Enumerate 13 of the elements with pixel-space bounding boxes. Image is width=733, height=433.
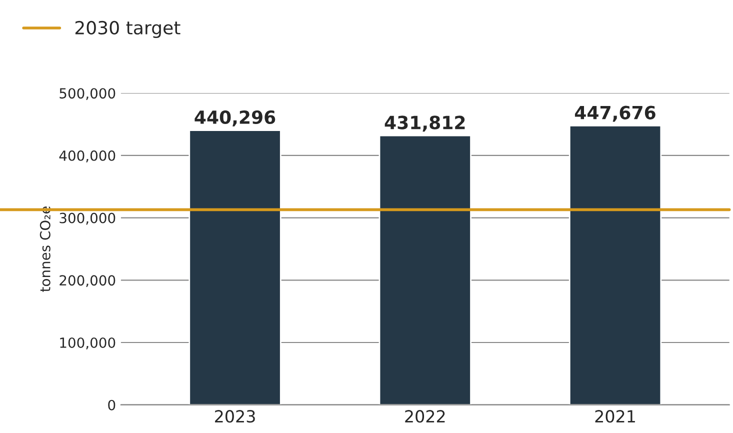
y-tick-label: 0 bbox=[108, 400, 116, 410]
y-tick-label: 400,000 bbox=[59, 150, 116, 162]
x-tick-label: 2021 bbox=[595, 410, 635, 423]
data-label: 440,296 bbox=[194, 110, 276, 126]
y-tick-label: 200,000 bbox=[60, 275, 116, 288]
x-tick-label: 2023 bbox=[215, 410, 255, 423]
y-tick-label: 300,000 bbox=[60, 212, 116, 225]
data-label: 431,812 bbox=[384, 116, 465, 132]
x-tick-label: 2022 bbox=[405, 410, 445, 423]
data-label: 447,676 bbox=[574, 106, 656, 122]
y-tick-label: 500,000 bbox=[60, 88, 116, 100]
y-tick-label: 100,000 bbox=[60, 337, 116, 350]
legend-label: 2030 target bbox=[75, 20, 180, 38]
